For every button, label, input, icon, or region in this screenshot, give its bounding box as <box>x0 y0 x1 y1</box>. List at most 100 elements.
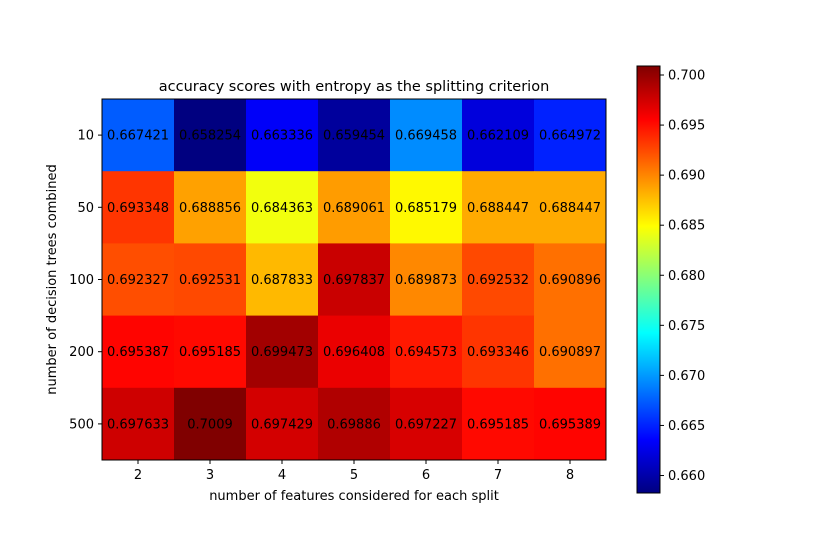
cell-value-label: 0.697429 <box>251 417 313 432</box>
cell-value-label: 0.658254 <box>179 129 241 144</box>
cell-value-label: 0.663336 <box>251 129 313 144</box>
cell-value-label: 0.664972 <box>539 129 601 144</box>
colorbar <box>636 65 661 494</box>
cell-value-label: 0.697837 <box>323 273 385 288</box>
x-axis: 2 3 4 5 6 7 8 <box>134 460 574 483</box>
cell-value-label: 0.685179 <box>395 201 457 216</box>
colorbar-tick-label: 0.700 <box>668 69 705 84</box>
x-axis-label: number of features considered for each s… <box>209 489 499 504</box>
heatmap-cell <box>534 387 607 461</box>
y-tick-label: 10 <box>77 129 94 144</box>
heatmap-cell <box>390 243 463 317</box>
heatmap-cell <box>102 99 175 172</box>
heatmap-cell <box>462 99 535 172</box>
heatmap-cell <box>534 171 607 244</box>
x-tick-label: 3 <box>206 468 214 483</box>
cell-value-label: 0.697633 <box>107 417 169 432</box>
heatmap-cell <box>102 243 175 317</box>
cell-value-label: 0.7009 <box>187 417 233 432</box>
cell-value-label: 0.687833 <box>251 273 313 288</box>
heatmap-cell <box>174 243 247 317</box>
colorbar-ticks: 0.660 0.665 0.670 0.675 0.680 0.685 0.690 0.695… <box>660 69 705 484</box>
heatmap-cell <box>534 243 607 317</box>
cell-value-label: 0.692532 <box>467 273 529 288</box>
heatmap-cell <box>174 315 247 389</box>
heatmap-cell <box>318 243 391 317</box>
heatmap-cell <box>246 243 319 317</box>
heatmap-cell-labels: 0.667421 0.658254 0.663336 0.659454 0.669458… <box>107 129 601 433</box>
heatmap-cell <box>174 171 247 244</box>
colorbar-tick-label: 0.660 <box>668 469 705 484</box>
y-tick-label: 100 <box>69 273 94 288</box>
cell-value-label: 0.695185 <box>467 417 529 432</box>
x-tick-label: 4 <box>278 468 286 483</box>
cell-value-label: 0.689061 <box>323 201 385 216</box>
heatmap-cell <box>102 387 175 461</box>
cell-value-label: 0.699473 <box>251 345 313 360</box>
heatmap-cell <box>390 315 463 389</box>
y-axis: 10 50 100 200 500 <box>69 129 102 432</box>
cell-value-label: 0.684363 <box>251 201 313 216</box>
cell-value-label: 0.693346 <box>467 345 529 360</box>
y-tick-label: 50 <box>77 201 94 216</box>
colorbar-tick-label: 0.695 <box>668 119 705 134</box>
heatmap-cell <box>174 387 247 461</box>
cell-value-label: 0.692327 <box>107 273 169 288</box>
heatmap-cell <box>390 171 463 244</box>
cell-value-label: 0.690897 <box>539 345 601 360</box>
heatmap-cell <box>102 315 175 389</box>
heatmap-cell <box>462 315 535 389</box>
chart-title: accuracy scores with entropy as the spli… <box>159 79 550 95</box>
x-tick-label: 2 <box>134 468 142 483</box>
heatmap-cell <box>318 315 391 389</box>
x-tick-label: 7 <box>494 468 502 483</box>
x-tick-label: 5 <box>350 468 358 483</box>
cell-value-label: 0.659454 <box>323 129 385 144</box>
heatmap-cell <box>246 171 319 244</box>
heatmap-cell <box>246 387 319 461</box>
heatmap-cell <box>390 99 463 172</box>
cell-value-label: 0.688447 <box>539 201 601 216</box>
heatmap-cell <box>318 171 391 244</box>
cell-value-label: 0.697227 <box>395 417 457 432</box>
cell-value-label: 0.695389 <box>539 417 601 432</box>
colorbar-tick-label: 0.665 <box>668 419 705 434</box>
heatmap-cell <box>246 99 319 172</box>
heatmap-cell <box>534 99 607 172</box>
heatmap-cell <box>462 387 535 461</box>
heatmap-cell <box>534 315 607 389</box>
cell-value-label: 0.688447 <box>467 201 529 216</box>
colorbar-tick-label: 0.675 <box>668 319 705 334</box>
heatmap-cell <box>102 171 175 244</box>
cell-value-label: 0.690896 <box>539 273 601 288</box>
x-tick-label: 8 <box>566 468 574 483</box>
cell-value-label: 0.692531 <box>179 273 241 288</box>
heatmap-cell <box>390 387 463 461</box>
cell-value-label: 0.689873 <box>395 273 457 288</box>
cell-value-label: 0.688856 <box>179 201 241 216</box>
cell-value-label: 0.696408 <box>323 345 385 360</box>
heatmap-cell <box>462 171 535 244</box>
cell-value-label: 0.662109 <box>467 129 529 144</box>
cell-value-label: 0.667421 <box>107 129 169 144</box>
colorbar-tick-label: 0.680 <box>668 269 705 284</box>
heatmap-cell <box>246 315 319 389</box>
cell-value-label: 0.695185 <box>179 345 241 360</box>
heatmap-cell <box>318 387 391 461</box>
x-tick-label: 6 <box>422 468 430 483</box>
y-tick-label: 200 <box>69 345 94 360</box>
cell-value-label: 0.69886 <box>327 417 381 432</box>
cell-value-label: 0.669458 <box>395 129 457 144</box>
heatmap-cell <box>174 99 247 172</box>
y-axis-label: number of decision trees combined <box>45 164 60 394</box>
cell-value-label: 0.695387 <box>107 345 169 360</box>
cell-value-label: 0.693348 <box>107 201 169 216</box>
cell-value-label: 0.694573 <box>395 345 457 360</box>
colorbar-tick-label: 0.670 <box>668 369 705 384</box>
heatmap-cell <box>318 99 391 172</box>
colorbar-tick-label: 0.685 <box>668 219 705 234</box>
y-tick-label: 500 <box>69 417 94 432</box>
heatmap-cells <box>102 99 607 461</box>
heatmap-cell <box>462 243 535 317</box>
